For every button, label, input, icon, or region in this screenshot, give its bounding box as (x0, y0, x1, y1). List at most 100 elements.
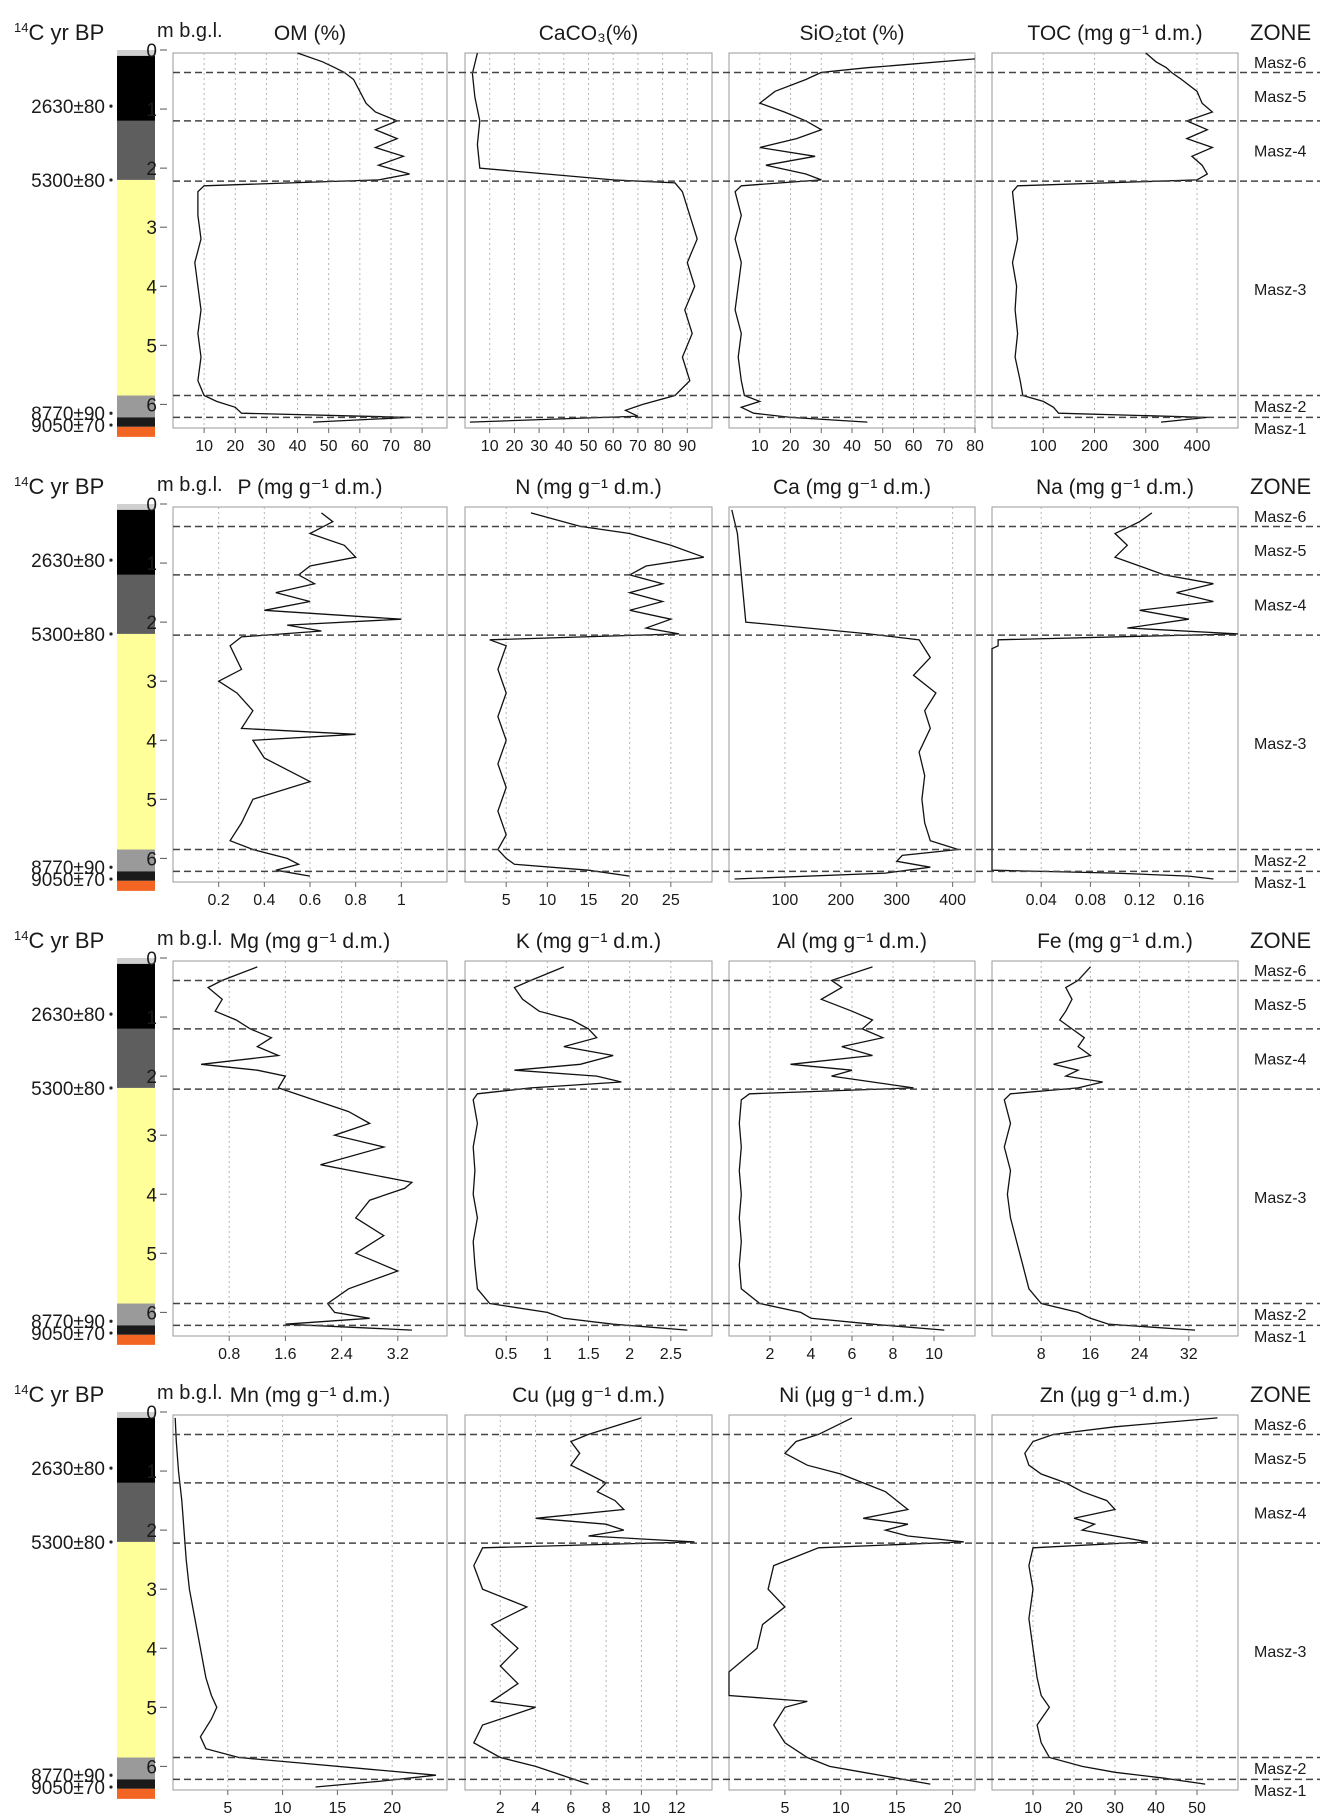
x-tick-label: 5 (223, 1800, 232, 1816)
panel-title: K (mg g⁻¹ d.m.) (516, 930, 661, 953)
lithology-unit-6 (117, 871, 155, 881)
zone-label: Masz-4 (1254, 1051, 1307, 1068)
panel-title: OM (%) (274, 22, 346, 45)
panel-2-4: Na (mg g⁻¹ d.m.) 0.04 0.08 0.12 0.16 (991, 476, 1239, 909)
depth-tick-label: 5 (146, 790, 157, 811)
lithology-unit-1 (117, 1412, 155, 1418)
panel-frame (991, 52, 1239, 429)
x-tick-label: 100 (772, 892, 799, 909)
x-tick-label: 0.8 (345, 892, 367, 909)
panel-1-2: CaCO₃(%) 10 20 30 40 50 60 70 80 90 (464, 22, 713, 455)
age-header-superscript: 14 (14, 20, 28, 35)
lithology-unit-6 (117, 1779, 155, 1789)
panel-frame (172, 1414, 448, 1791)
depth-tick-label: 0 (146, 495, 157, 516)
x-tick-label: 30 (1106, 1800, 1124, 1816)
x-tick-label: 0.5 (495, 1346, 517, 1363)
x-tick-label: 10 (925, 1346, 943, 1363)
age-header: 14C yr BP (14, 1382, 104, 1407)
depth-tick-label: 0 (146, 1403, 157, 1424)
depth-header: m b.g.l. (157, 1382, 223, 1404)
panel-4-4: Zn (µg g⁻¹ d.m.) 10 20 30 40 50 (991, 1384, 1239, 1816)
x-tick-label: 15 (580, 892, 598, 909)
x-tick-label: 25 (662, 892, 680, 909)
profile-line (217, 512, 402, 877)
panel-4-3: Ni (µg g⁻¹ d.m.) 5 10 15 20 (728, 1384, 976, 1816)
x-tick-label: 0.6 (299, 892, 321, 909)
panel-title: Fe (mg g⁻¹ d.m.) (1037, 930, 1193, 953)
panel-title: Ca (mg g⁻¹ d.m.) (773, 476, 931, 499)
lithology-unit-7 (117, 880, 155, 891)
zone-label: Masz-1 (1254, 421, 1307, 438)
x-tick-label: 40 (1147, 1800, 1165, 1816)
x-tick-label: 30 (812, 438, 830, 455)
x-tick-label: 10 (832, 1800, 850, 1816)
x-tick-label: 4 (531, 1800, 540, 1816)
panel-title: Mg (mg g⁻¹ d.m.) (230, 930, 390, 953)
lithology-unit-2 (117, 55, 155, 121)
lithology-unit-6 (117, 1325, 155, 1335)
lithology-unit-2 (117, 963, 155, 1029)
block-row-4: 14C yr BP m b.g.l. ZONE2630±805300±808770±… (14, 1382, 1320, 1816)
x-tick-label: 8 (602, 1800, 611, 1816)
panel-title: SiO₂tot (%) (800, 22, 905, 45)
x-tick-label: 2.4 (330, 1346, 352, 1363)
x-tick-label: 12 (668, 1800, 686, 1816)
x-tick-label: 50 (320, 438, 338, 455)
profile-line (731, 509, 959, 880)
x-tick-label: 8 (889, 1346, 898, 1363)
depth-tick-label: 2 (146, 1067, 157, 1088)
x-tick-label: 6 (848, 1346, 857, 1363)
x-tick-label: 0.8 (218, 1346, 240, 1363)
x-tick-label: 32 (1180, 1346, 1198, 1363)
x-tick-label: 60 (351, 438, 369, 455)
panel-title: Ni (µg g⁻¹ d.m.) (779, 1384, 925, 1407)
age-marker-2 (109, 1086, 113, 1090)
zone-label: Masz-4 (1254, 143, 1307, 160)
profile-line (991, 512, 1239, 880)
age-header-text: C yr BP (28, 928, 104, 953)
age-marker-4 (109, 1785, 113, 1789)
panel-1-4: TOC (mg g⁻¹ d.m.) 100 200 300 400 (991, 22, 1239, 455)
depth-tick-label: 2 (146, 159, 157, 180)
lithology-unit-5 (117, 1757, 155, 1780)
x-tick-label: 20 (782, 438, 800, 455)
block-row-2: 14C yr BP m b.g.l. ZONE2630±805300±808770±… (14, 474, 1320, 909)
age-header-text: C yr BP (28, 1382, 104, 1407)
lithology-unit-3 (117, 574, 155, 634)
zone-header: ZONE (1250, 928, 1311, 953)
x-tick-label: 200 (1081, 438, 1108, 455)
lithology-unit-5 (117, 395, 155, 418)
lithology-unit-1 (117, 504, 155, 510)
profile-line (472, 1417, 695, 1785)
age-marker-4 (109, 877, 113, 881)
age-label-1: 2630±80 (31, 551, 105, 572)
x-tick-label: 90 (678, 438, 696, 455)
zone-label: Masz-4 (1254, 1505, 1307, 1522)
zone-label: Masz-5 (1254, 543, 1307, 560)
x-tick-label: 10 (274, 1800, 292, 1816)
profile-line (1024, 1417, 1218, 1785)
profile-line (201, 966, 414, 1331)
zone-header: ZONE (1250, 474, 1311, 499)
x-tick-label: 0.08 (1075, 892, 1106, 909)
lithology-unit-6 (117, 417, 155, 427)
depth-tick-label: 6 (146, 849, 157, 870)
x-tick-label: 100 (1030, 438, 1057, 455)
x-tick-label: 2 (625, 1346, 634, 1363)
zone-header: ZONE (1250, 1382, 1311, 1407)
age-header: 14C yr BP (14, 474, 104, 499)
depth-tick-label: 6 (146, 1757, 157, 1778)
depth-tick-label: 1 (146, 100, 157, 121)
panel-frame (728, 1414, 976, 1791)
block-row-3: 14C yr BP m b.g.l. ZONE2630±805300±808770±… (14, 928, 1320, 1363)
lithology-unit-2 (117, 1417, 155, 1483)
x-tick-label: 40 (555, 438, 573, 455)
x-tick-label: 20 (944, 1800, 962, 1816)
age-label-4: 9050±70 (31, 1778, 105, 1799)
age-label-3: 8770±90 (31, 1766, 105, 1787)
age-header-superscript: 14 (14, 928, 28, 943)
age-label-2: 5300±80 (31, 1533, 105, 1554)
zone-label: Masz-5 (1254, 997, 1307, 1014)
depth-tick-label: 6 (146, 395, 157, 416)
